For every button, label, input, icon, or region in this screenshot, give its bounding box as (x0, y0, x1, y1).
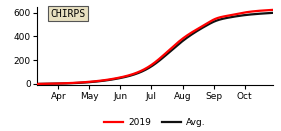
Avg. (205, 24, 209, 26)
Text: CHIRPS: CHIRPS (51, 9, 86, 19)
Avg. (128, 75, 132, 77)
Avg. (271, 12, 274, 14)
2019 (63, 83, 67, 84)
Avg. (63, 83, 67, 84)
Legend: 2019, Avg.: 2019, Avg. (100, 115, 209, 131)
2019 (207, 22, 210, 24)
Line: Avg.: Avg. (37, 13, 273, 84)
Avg. (183, 38, 187, 40)
2019 (271, 9, 274, 11)
2019 (128, 74, 132, 76)
Line: 2019: 2019 (37, 10, 273, 84)
Avg. (35, 83, 38, 85)
2019 (205, 23, 209, 24)
Avg. (207, 24, 210, 25)
2019 (183, 36, 187, 38)
2019 (35, 83, 38, 85)
Avg. (112, 78, 115, 80)
2019 (112, 78, 115, 80)
